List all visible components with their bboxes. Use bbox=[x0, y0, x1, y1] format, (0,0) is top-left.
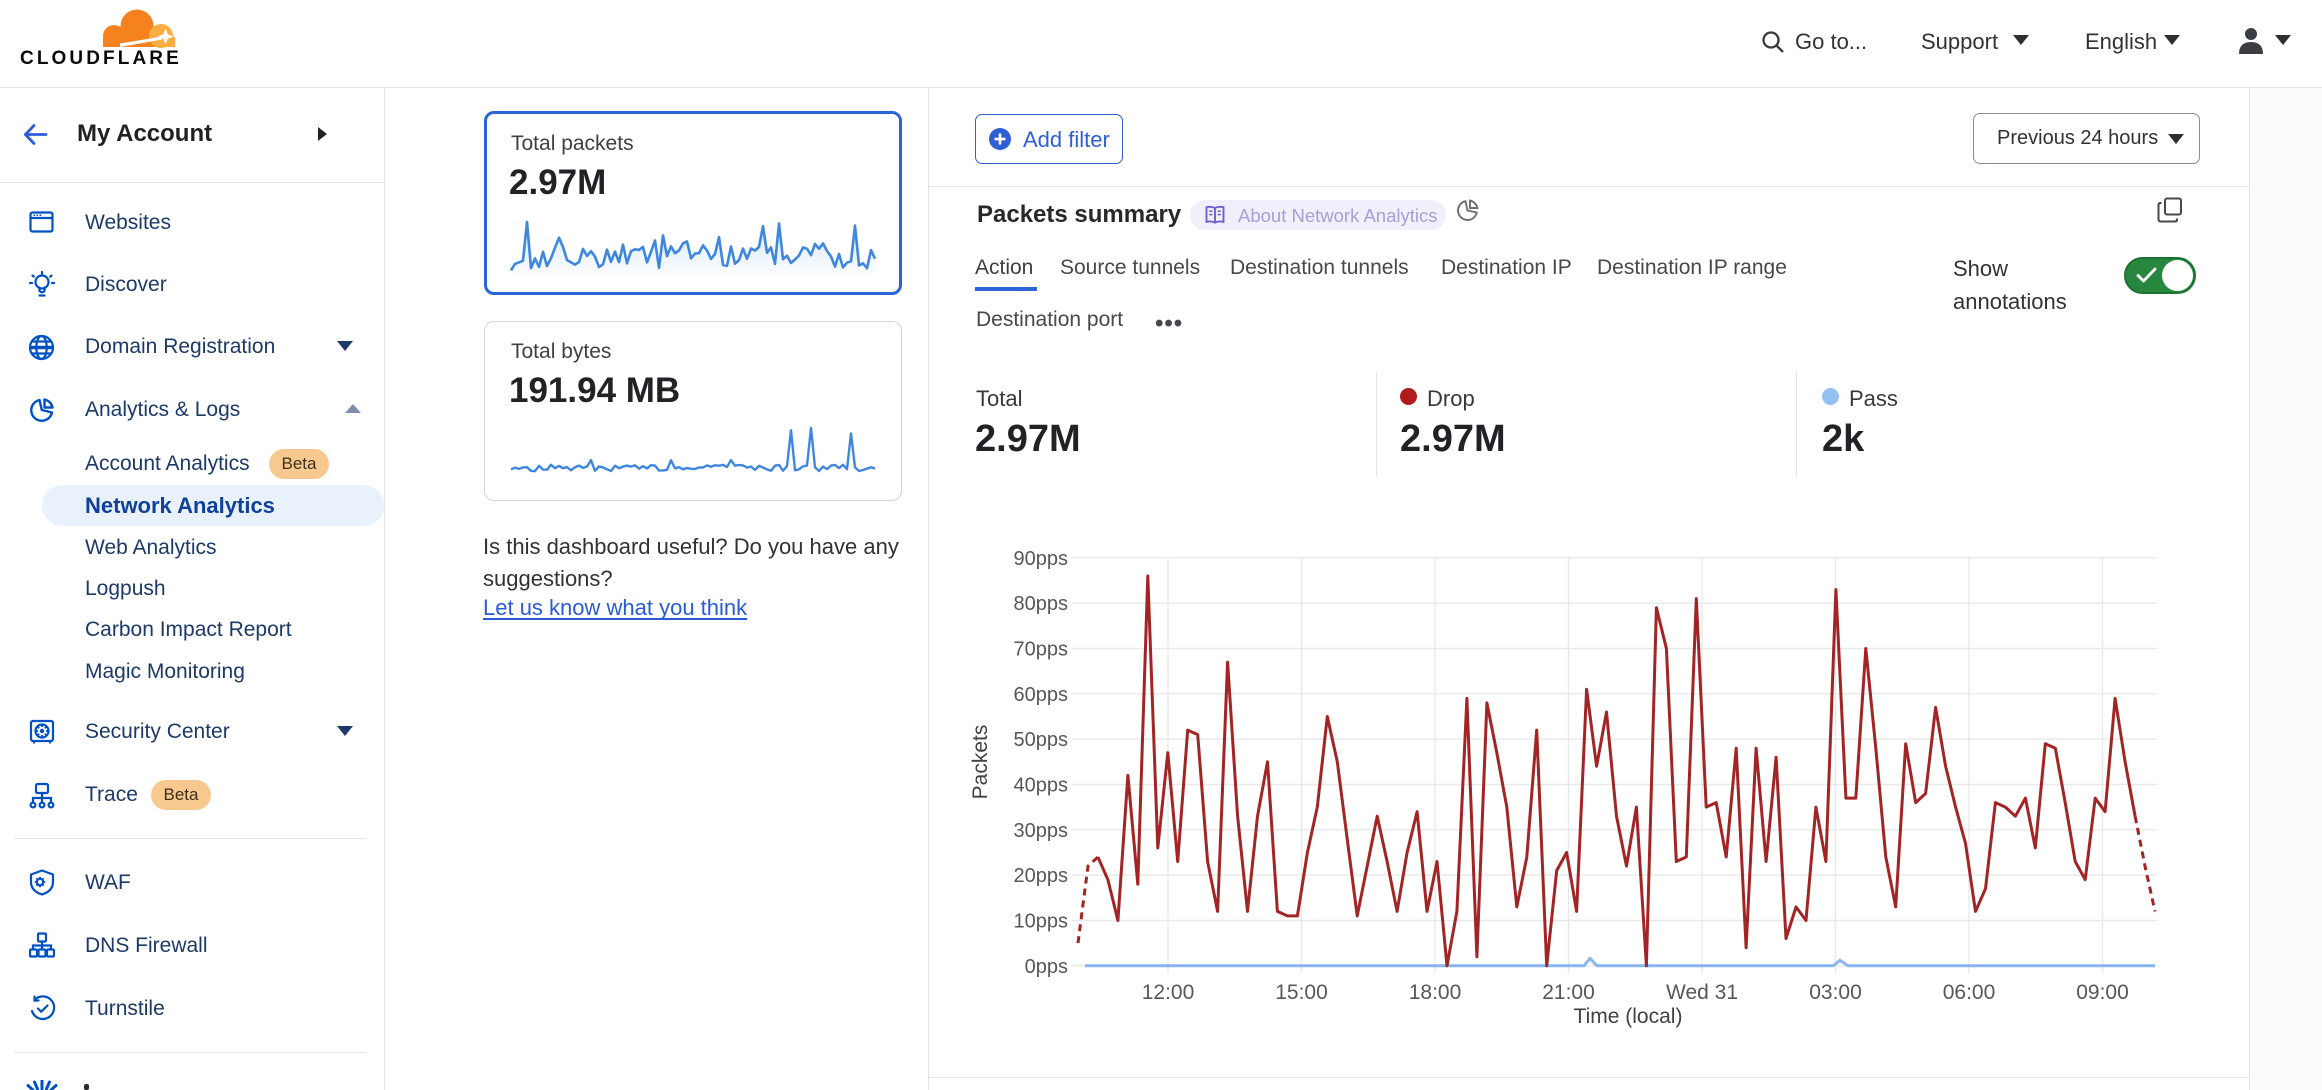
svg-text:06:00: 06:00 bbox=[1943, 981, 1996, 1004]
svg-text:Packets: Packets bbox=[969, 725, 992, 800]
svg-text:30pps: 30pps bbox=[1014, 820, 1069, 842]
svg-text:09:00: 09:00 bbox=[2076, 981, 2129, 1004]
svg-text:50pps: 50pps bbox=[1014, 729, 1069, 751]
svg-text:Time (local): Time (local) bbox=[1574, 1005, 1683, 1028]
svg-text:10pps: 10pps bbox=[1014, 911, 1069, 933]
svg-text:Wed 31: Wed 31 bbox=[1666, 981, 1738, 1004]
svg-text:60pps: 60pps bbox=[1014, 684, 1069, 706]
svg-text:21:00: 21:00 bbox=[1542, 981, 1595, 1004]
svg-text:80pps: 80pps bbox=[1014, 593, 1069, 615]
svg-text:03:00: 03:00 bbox=[1809, 981, 1862, 1004]
svg-text:0pps: 0pps bbox=[1025, 956, 1068, 978]
svg-text:12:00: 12:00 bbox=[1142, 981, 1195, 1004]
svg-text:20pps: 20pps bbox=[1014, 865, 1069, 887]
svg-text:70pps: 70pps bbox=[1014, 639, 1069, 661]
svg-text:15:00: 15:00 bbox=[1275, 981, 1328, 1004]
svg-text:40pps: 40pps bbox=[1014, 775, 1069, 797]
svg-text:18:00: 18:00 bbox=[1409, 981, 1462, 1004]
svg-text:90pps: 90pps bbox=[1014, 548, 1069, 570]
